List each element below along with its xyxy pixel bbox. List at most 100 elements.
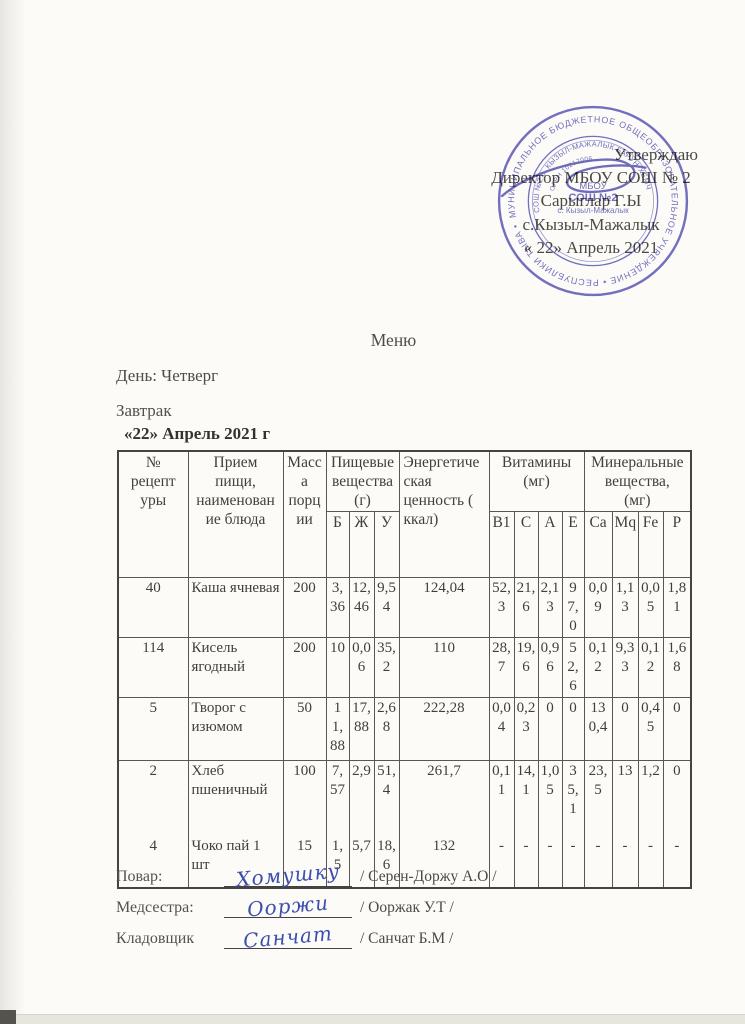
stamp-center-line: с. Кызыл-Мажалык	[557, 206, 629, 215]
col-header-p: Р	[662, 511, 692, 578]
table-row: 4 Чоко пай 1 шт 15 1,5 5,7 18,6 132 - - …	[117, 827, 692, 888]
table-cell: 1,13	[611, 577, 639, 638]
day-label: День: Четверг	[116, 366, 219, 385]
table-cell: 130,4	[583, 697, 613, 761]
table-cell: 4	[117, 827, 189, 888]
signature-printed-name: / Серен-Доржу А.О /	[360, 868, 497, 885]
signature-block: Повар: Хомушку / Серен-Доржу А.О / Медсе…	[116, 858, 596, 955]
signature-row-nurse: Медсестра: Ооржи / Ооржак У.Т /	[116, 890, 596, 924]
table-cell: 0	[611, 697, 639, 761]
signature-role: Медсестра:	[116, 899, 194, 916]
meal-label: Завтрак	[116, 401, 172, 420]
table-cell: 0,23	[513, 697, 539, 761]
table-cell: 0	[662, 760, 692, 828]
approval-line: Сарыглар Г.Ы	[540, 191, 642, 211]
table-cell: 2	[117, 760, 189, 828]
table-cell: 7,57	[325, 760, 350, 828]
table-cell: 18,6	[373, 827, 400, 888]
table-cell: 9,33	[611, 637, 639, 698]
table-cell: 21,6	[513, 577, 539, 638]
table-cell: Творог с изюмом	[187, 697, 284, 761]
table-cell: 23,5	[583, 760, 613, 828]
signature-role: Кладовщик	[116, 930, 195, 947]
table-cell: 10	[325, 637, 350, 698]
table-cell: 1,05	[537, 760, 563, 828]
table-cell: 222,28	[398, 697, 490, 761]
table-cell: 0,12	[583, 637, 613, 698]
table-cell: 14,1	[513, 760, 539, 828]
table-cell: 2,68	[373, 697, 400, 761]
col-header-mq: Mq	[611, 511, 639, 578]
col-header-a: А	[537, 511, 563, 578]
official-round-stamp-icon: МУНИЦИПАЛЬНОЕ БЮДЖЕТНОЕ ОБЩЕОБРАЗОВАТЕЛЬ…	[492, 100, 694, 302]
table-cell: 0,12	[637, 637, 664, 698]
table-cell: 1,68	[662, 637, 692, 698]
handwritten-signature: Ооржи	[246, 890, 330, 922]
table-cell: 0	[561, 697, 585, 761]
handwritten-signature: Хомушку	[235, 858, 341, 892]
col-header-b1: В1	[488, 511, 515, 578]
signature-printed-name: / Санчат Б.М /	[360, 930, 454, 947]
table-cell: Хлеб пшеничный	[187, 760, 284, 828]
signature-line: Ооржи	[224, 890, 352, 922]
signature-role: Повар:	[116, 868, 163, 885]
table-cell: 261,7	[398, 760, 490, 828]
col-group-vitamins: Витамины (мг)	[488, 450, 585, 512]
table-subheader-row: Б Ж У В1 С А Е Са Mq Fe Р	[118, 511, 692, 578]
menu-table: № рецепт уры Прием пищи, наименован ие б…	[117, 450, 693, 889]
table-cell: -	[611, 827, 639, 888]
col-header-meal: Прием пищи, наименован ие блюда	[187, 450, 284, 578]
table-cell: 1,5	[325, 827, 350, 888]
approval-line: с.Кызыл-Мажалык	[522, 214, 660, 234]
table-cell: 0,96	[537, 637, 563, 698]
table-cell: -	[537, 827, 563, 888]
table-cell: 15	[282, 827, 327, 888]
table-cell: 5	[117, 697, 189, 761]
table-row: 40 Каша ячневая 200 3,36 12,46 9,54 124,…	[117, 577, 692, 638]
signature-row-cook: Повар: Хомушку / Серен-Доржу А.О /	[116, 858, 596, 893]
table-cell: 200	[282, 577, 327, 638]
table-cell: 0,06	[348, 637, 375, 698]
col-header-fe: Fe	[637, 511, 664, 578]
table-cell: 0,05	[637, 577, 664, 638]
col-header-carbs: У	[373, 511, 400, 578]
date-label: «22» Апрель 2021 г	[124, 424, 271, 443]
table-cell: Чоко пай 1 шт	[187, 827, 284, 888]
col-header-e: Е	[561, 511, 585, 578]
table-cell: -	[662, 827, 692, 888]
signature-printed-name: / Ооржак У.Т /	[360, 899, 454, 916]
scan-edge-bottom	[0, 1014, 745, 1024]
col-header-recipe-no: № рецепт уры	[117, 450, 189, 578]
col-header-c: С	[513, 511, 539, 578]
table-cell: 1,2	[637, 760, 664, 828]
table-cell: 28,7	[488, 637, 515, 698]
signature-line: Санчат	[224, 921, 352, 953]
table-cell: 124,04	[398, 577, 490, 638]
col-header-energy: Энергетиче ская ценность ( ккал)	[398, 450, 490, 578]
stamp-center-line: МБОУ	[579, 181, 607, 192]
scan-edge-corner	[0, 1010, 16, 1024]
table-cell: 52,3	[488, 577, 515, 638]
table-cell: 0	[537, 697, 563, 761]
handwritten-signature: Санчат	[242, 921, 334, 953]
col-header-fat: Ж	[348, 511, 375, 578]
table-cell: 52,6	[561, 637, 585, 698]
table-cell: 12,46	[348, 577, 375, 638]
col-header-mass: Масс а порц ии	[282, 450, 327, 578]
table-cell: 200	[282, 637, 327, 698]
table-cell: -	[637, 827, 664, 888]
table-cell: 11,88	[325, 697, 350, 761]
approval-line: « 22» Апрель 2021	[523, 237, 659, 257]
table-cell: 0	[662, 697, 692, 761]
table-cell: 19,6	[513, 637, 539, 698]
signature-row-storekeeper: Кладовщик Санчат / Санчат Б.М /	[116, 921, 596, 955]
table-cell: 13	[611, 760, 639, 828]
table-cell: 0,45	[637, 697, 664, 761]
table-cell: 9,54	[373, 577, 400, 638]
stamp-center-line: СОШ №2	[568, 192, 617, 204]
table-cell: Каша ячневая	[187, 577, 284, 638]
table-cell: 100	[282, 760, 327, 828]
table-cell: -	[561, 827, 585, 888]
table-cell: 17,88	[348, 697, 375, 761]
